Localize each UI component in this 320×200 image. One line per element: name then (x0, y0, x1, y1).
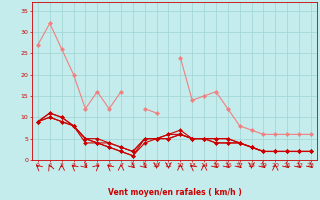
X-axis label: Vent moyen/en rafales ( km/h ): Vent moyen/en rafales ( km/h ) (108, 188, 241, 197)
